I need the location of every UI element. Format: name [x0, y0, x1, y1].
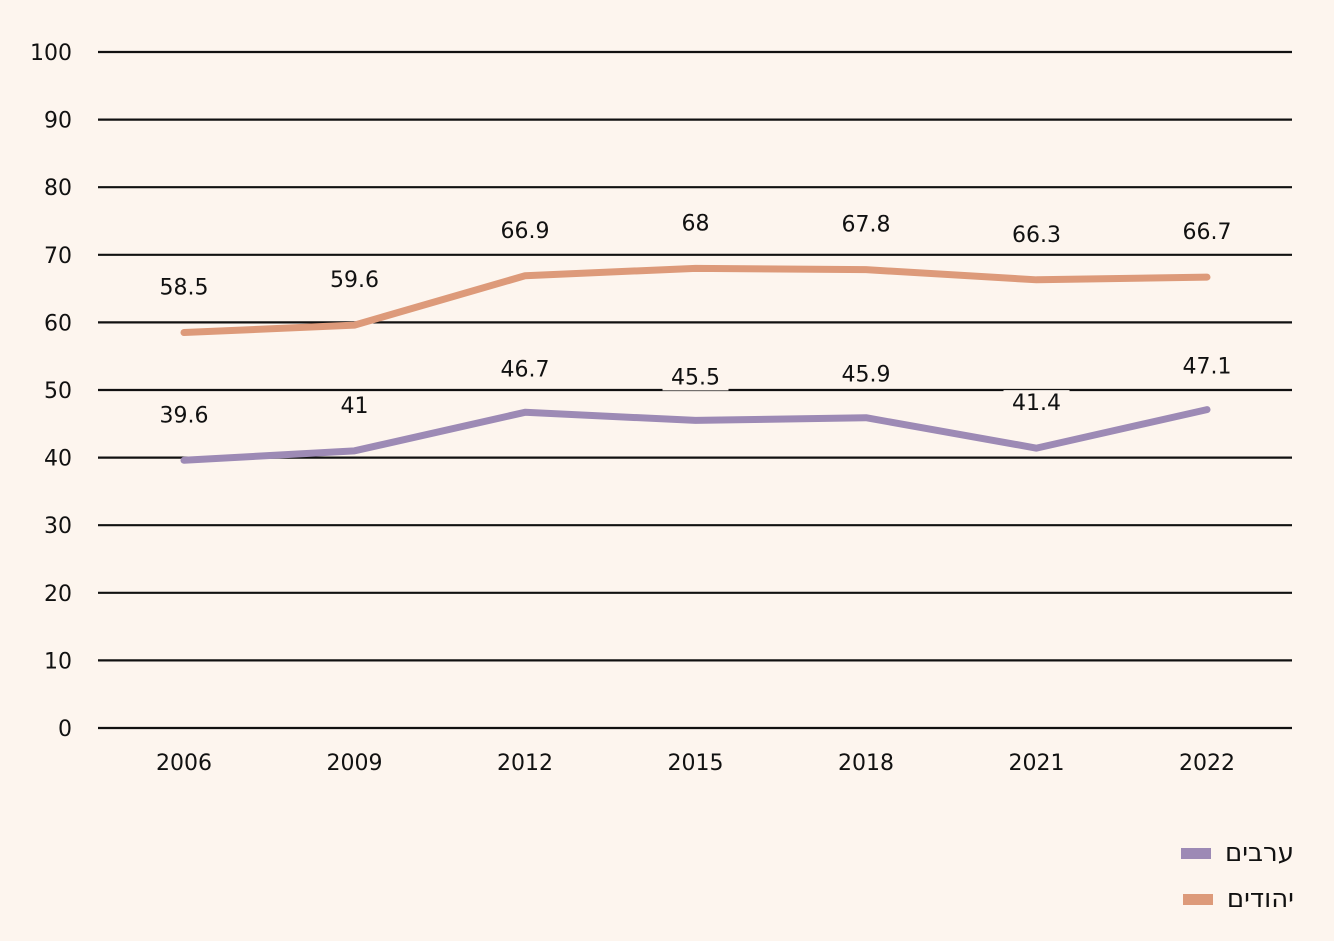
- data-label: 41: [341, 394, 369, 419]
- legend: ערבים יהודים: [1180, 838, 1294, 914]
- y-axis-ticks: 0 10 20 30 40 50 60 70 80 90 100: [30, 41, 72, 742]
- y-tick-label: 60: [44, 311, 72, 336]
- y-tick-label: 20: [44, 582, 72, 607]
- x-tick-label: 2006: [156, 751, 212, 776]
- x-axis-ticks: 2006 2009 2012 2015 2018 2021 2022: [156, 751, 1235, 776]
- data-label-halo: [1174, 353, 1240, 380]
- y-tick-label: 90: [44, 109, 72, 134]
- x-tick-label: 2009: [327, 751, 383, 776]
- data-label: 39.6: [160, 403, 209, 428]
- data-label: 41.4: [1012, 391, 1061, 416]
- y-tick-label: 0: [58, 717, 72, 742]
- data-label: 46.7: [501, 357, 550, 382]
- data-label-halo: [833, 211, 899, 238]
- y-tick-label: 30: [44, 514, 72, 539]
- data-label: 66.3: [1012, 223, 1061, 248]
- data-label-halo: [321, 267, 388, 294]
- data-label-halo: [492, 217, 558, 244]
- series-lines: [180, 264, 1211, 464]
- legend-item-jews: יהודים: [1182, 884, 1294, 914]
- y-tick-label: 80: [44, 176, 72, 201]
- data-label: 68: [682, 211, 710, 236]
- data-label-halo: [492, 356, 558, 383]
- data-label-halo: [675, 210, 716, 237]
- data-label: 67.8: [842, 213, 891, 238]
- legend-swatch-arabs: [1180, 847, 1211, 859]
- data-label-halo: [1174, 219, 1240, 246]
- data-label: 47.1: [1183, 355, 1232, 380]
- x-tick-label: 2018: [838, 751, 894, 776]
- data-label: 45.5: [671, 365, 720, 390]
- x-tick-label: 2012: [497, 751, 553, 776]
- data-label: 66.9: [501, 219, 550, 244]
- series-line: [180, 264, 1211, 337]
- data-label-halo: [151, 402, 217, 429]
- legend-label-jews: יהודים: [1226, 884, 1294, 914]
- x-tick-label: 2022: [1179, 751, 1235, 776]
- legend-label-arabs: ערבים: [1224, 838, 1294, 868]
- data-label: 45.9: [842, 363, 891, 388]
- series-line: [180, 406, 1211, 464]
- legend-item-arabs: ערבים: [1180, 838, 1294, 868]
- y-tick-label: 10: [44, 649, 72, 674]
- data-label-halo: [1003, 390, 1070, 417]
- data-labels: 58.5 59.6 66.9 68 67.8 66.3 66.7 39.6 41 46.7 45.5…: [151, 210, 1240, 429]
- y-tick-label: 100: [30, 41, 72, 66]
- data-label-halo: [833, 361, 899, 388]
- x-tick-label: 2021: [1009, 751, 1065, 776]
- data-label-halo: [151, 274, 217, 301]
- data-label-halo: [662, 364, 729, 391]
- data-label-halo: [1003, 221, 1070, 248]
- data-label-halo: [334, 392, 375, 419]
- legend-swatch-jews: [1182, 893, 1213, 905]
- data-label: 58.5: [160, 276, 209, 301]
- y-tick-label: 40: [44, 447, 72, 472]
- data-label: 59.6: [330, 268, 379, 293]
- y-tick-label: 50: [44, 379, 72, 404]
- y-tick-label: 70: [44, 244, 72, 269]
- data-label: 66.7: [1183, 220, 1232, 245]
- x-tick-label: 2015: [668, 751, 724, 776]
